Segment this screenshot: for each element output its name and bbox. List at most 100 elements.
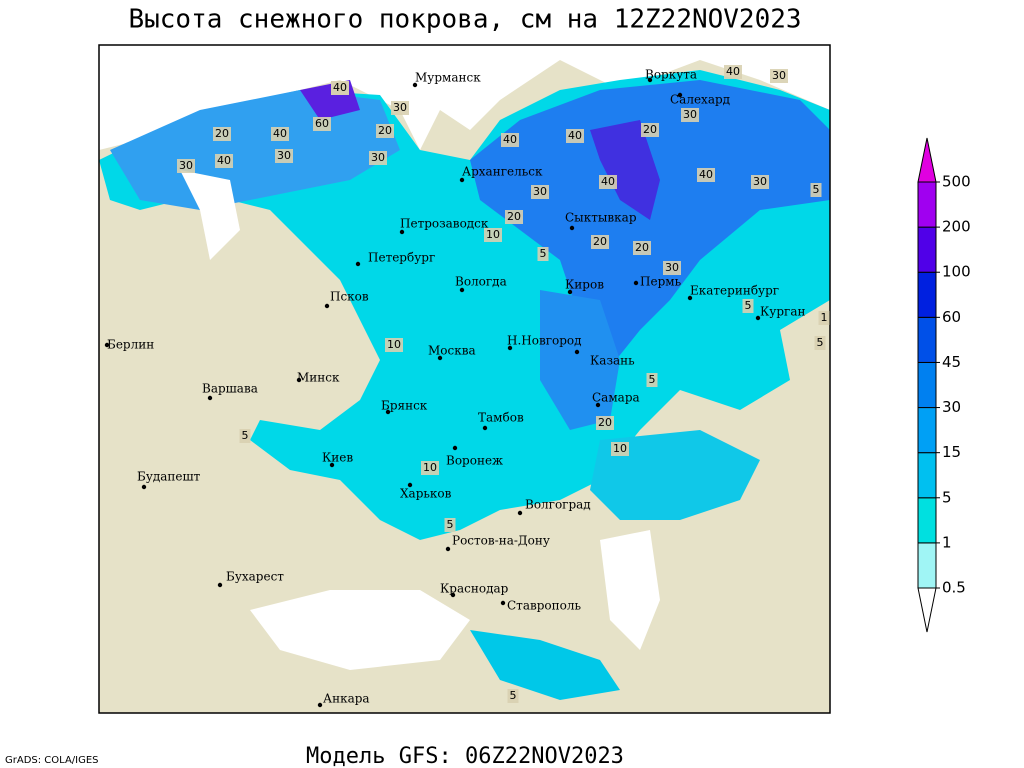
model-caption: Модель GFS: 06Z22NOV2023 xyxy=(306,744,624,768)
city-label: Ростов-на-Дону xyxy=(452,534,550,548)
legend-label: 30 xyxy=(942,398,961,416)
contour-label-box xyxy=(818,311,830,325)
map-frame xyxy=(98,44,831,714)
contour-label-box xyxy=(537,247,549,261)
contour-label: 30 xyxy=(393,101,407,114)
contour-label-box xyxy=(566,129,584,143)
contour-label: 30 xyxy=(277,149,291,162)
city-dot xyxy=(677,92,683,98)
legend-label: 1 xyxy=(942,533,952,551)
city-dot xyxy=(412,82,418,88)
contour-label-box xyxy=(633,241,651,255)
city-dot xyxy=(647,77,653,83)
city-dot xyxy=(459,177,465,183)
contour-label-box xyxy=(313,117,331,131)
contour-label-box xyxy=(751,175,769,189)
city-label: Казань xyxy=(590,354,635,368)
contour-label: 20 xyxy=(378,124,392,137)
map-title: Высота снежного покрова, см на 12Z22NOV2… xyxy=(128,5,801,35)
contour-label-box xyxy=(663,261,681,275)
city-label: Архангельск xyxy=(462,165,543,179)
contour-label: 5 xyxy=(242,429,249,442)
city-dot xyxy=(407,482,413,488)
city-label: Тамбов xyxy=(478,411,524,425)
city-dot xyxy=(437,355,443,361)
city-dot xyxy=(459,287,465,293)
city-dot xyxy=(569,225,575,231)
city-label: Псков xyxy=(330,290,369,304)
city-dot xyxy=(445,546,451,552)
legend-swatch xyxy=(917,361,937,409)
city-dot xyxy=(324,303,330,309)
city-label: Варшава xyxy=(202,382,258,396)
city-dot xyxy=(567,289,573,295)
city-label: Воронеж xyxy=(446,454,503,468)
contour-label-box xyxy=(484,228,502,242)
city-label: Петрозаводск xyxy=(400,217,489,231)
city-dot xyxy=(399,229,405,235)
contour-label: 40 xyxy=(333,81,347,94)
contour-label-box xyxy=(810,183,822,197)
city-label: Ставрополь xyxy=(507,599,581,613)
city-label: Салехард xyxy=(670,93,730,107)
baltic-sea xyxy=(180,170,240,260)
contour-label: 40 xyxy=(726,65,740,78)
legend-swatch xyxy=(917,542,937,589)
contour-label-box xyxy=(814,336,826,350)
contour-label-box xyxy=(641,123,659,137)
contour-label-box xyxy=(275,149,293,163)
contour-label: 20 xyxy=(598,416,612,429)
contour-label: 5 xyxy=(510,689,517,702)
city-dot xyxy=(500,600,506,606)
contour-label-box xyxy=(770,69,788,83)
contour-label: 1 xyxy=(821,311,828,324)
contour-label: 30 xyxy=(683,108,697,121)
city-label: Киров xyxy=(565,278,604,292)
legend-swatch xyxy=(917,452,937,499)
caspian-sea xyxy=(600,530,660,650)
contour-label-box xyxy=(531,185,549,199)
contour-label: 40 xyxy=(503,133,517,146)
city-dot xyxy=(507,345,513,351)
turkey-coast xyxy=(160,620,430,690)
city-label: Сыктывкар xyxy=(565,211,637,225)
city-dot xyxy=(217,582,223,588)
legend-label: 60 xyxy=(942,308,961,326)
contour-label: 10 xyxy=(486,228,500,241)
city-label: Самара xyxy=(592,391,640,405)
city-dot xyxy=(482,425,488,431)
contour-label-box xyxy=(611,442,629,456)
city-dot xyxy=(104,342,110,348)
contour-label-box xyxy=(385,338,403,352)
credit: GrADS: COLA/IGES xyxy=(5,755,99,766)
contour-label-box xyxy=(391,101,409,115)
contour-label: 10 xyxy=(423,461,437,474)
city-dot xyxy=(517,510,523,516)
legend-label: 15 xyxy=(942,443,961,461)
contour-label-box xyxy=(507,689,519,703)
contour-label-box xyxy=(505,210,523,224)
city-dot xyxy=(450,592,456,598)
legend-swatch xyxy=(917,407,937,454)
contour-label-box xyxy=(331,81,349,95)
contour-label-box xyxy=(271,127,289,141)
contour-label: 40 xyxy=(273,127,287,140)
contour-label: 5 xyxy=(649,373,656,386)
city-label: Минск xyxy=(297,371,340,385)
contour-label-box xyxy=(239,429,251,443)
legend-label: 5 xyxy=(942,488,952,506)
legend-label: 100 xyxy=(942,263,971,281)
legend-swatch xyxy=(917,497,937,544)
city-dot xyxy=(355,261,361,267)
snow-cover-kazakh xyxy=(590,430,760,520)
city-label: Воркута xyxy=(645,68,697,82)
city-dot xyxy=(207,395,213,401)
contour-label: 40 xyxy=(568,129,582,142)
contour-label-box xyxy=(213,127,231,141)
contour-label-box xyxy=(376,124,394,138)
contour-label: 40 xyxy=(699,168,713,181)
city-dot xyxy=(687,295,693,301)
city-dot xyxy=(574,349,580,355)
city-label: Анкара xyxy=(323,692,370,706)
